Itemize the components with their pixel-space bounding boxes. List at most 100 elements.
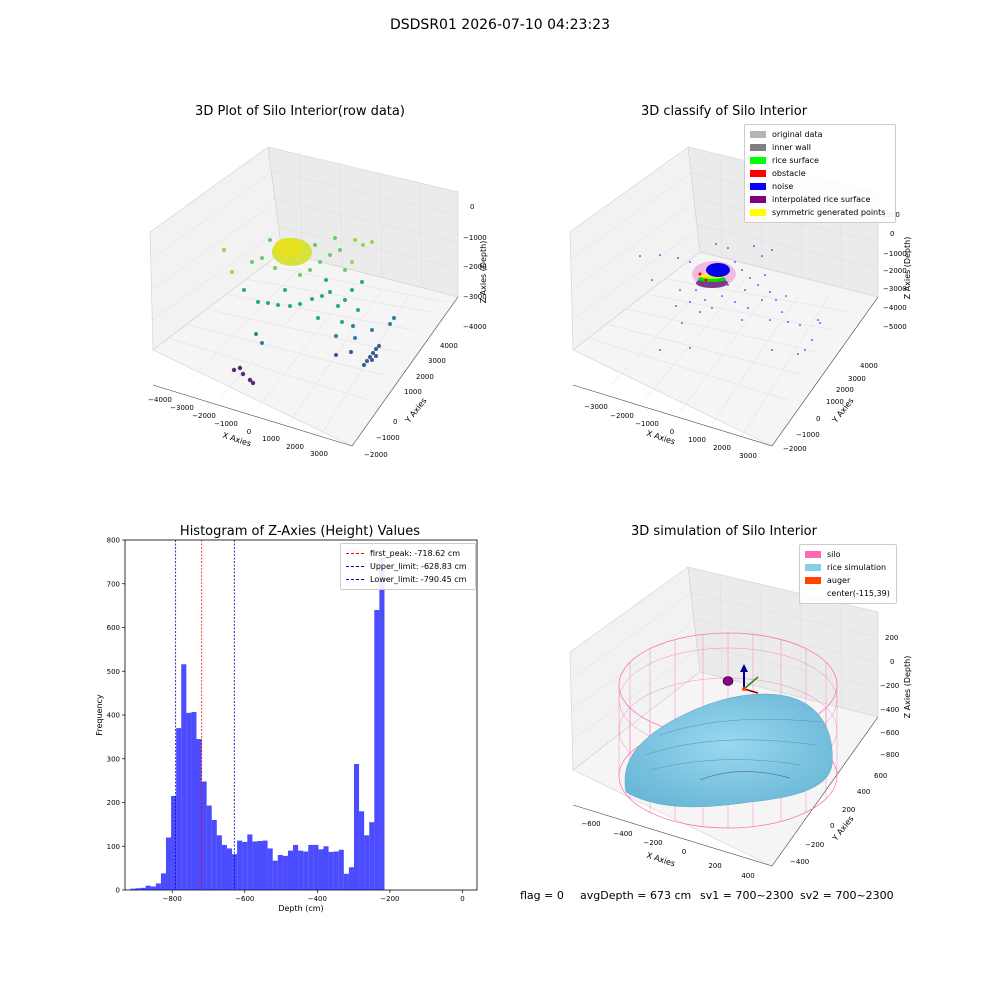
legend-label: rice surface xyxy=(772,156,819,165)
histogram-bar xyxy=(247,834,253,890)
histogram-ytick-label: 100 xyxy=(107,843,120,851)
histogram-legend: first_peak: -718.62 cm Upper_limit: -628… xyxy=(340,543,476,590)
raw-xtick: 1000 xyxy=(262,435,280,443)
histogram-bar xyxy=(135,888,141,890)
classify-ztick: −3000 xyxy=(883,285,907,293)
legend-label: inner wall xyxy=(772,143,812,152)
classify-ztick: −1000 xyxy=(883,250,907,258)
classify-ytick: 0 xyxy=(816,415,820,423)
raw-xtick: 0 xyxy=(247,428,251,436)
raw-ztick: 0 xyxy=(470,203,474,211)
classify-ztick: −4000 xyxy=(883,304,907,312)
footer-flag: flag = 0 xyxy=(520,889,564,902)
simulation-ytick: 200 xyxy=(842,806,855,814)
classify-xtick: 0 xyxy=(670,428,674,436)
raw-xtick: 3000 xyxy=(310,450,328,458)
histogram-bar xyxy=(226,848,233,890)
classify-ytick: −1000 xyxy=(796,431,820,439)
classify-ytick: 2000 xyxy=(836,386,854,394)
legend-item: noise xyxy=(750,180,890,193)
classify-ytick: −2000 xyxy=(783,445,807,453)
raw-ztick: −1000 xyxy=(463,234,487,242)
legend-item: obstacle xyxy=(750,167,890,180)
histogram-bar xyxy=(155,883,161,890)
raw-panel-title: 3D Plot of Silo Interior(row data) xyxy=(195,104,405,119)
raw-ytick: −1000 xyxy=(376,434,400,442)
figure-title: DSDSR01 2026-07-10 04:23:23 xyxy=(389,17,610,33)
simulation-ytick: −400 xyxy=(790,858,809,866)
simulation-xtick: 400 xyxy=(741,872,754,880)
legend-item: rice surface xyxy=(750,154,890,167)
histogram-axes: −800 −600 −400 −200 0 0 100 200 300 400 500 600 700… xyxy=(95,537,478,913)
histogram-bar xyxy=(287,850,294,890)
legend-label: obstacle xyxy=(772,169,806,178)
legend-item: inner wall xyxy=(750,141,890,154)
histogram-ytick-label: 200 xyxy=(107,799,120,807)
histogram-xticks: −800 −600 −400 −200 0 xyxy=(163,890,465,903)
simulation-ytick: 600 xyxy=(874,772,887,780)
histogram-bar xyxy=(267,848,273,890)
classify-scatter-points xyxy=(639,243,821,355)
classify-ytick: 1000 xyxy=(826,398,844,406)
histogram-bar xyxy=(237,840,243,890)
legend-item: silo xyxy=(805,548,891,561)
simulation-xtick: −200 xyxy=(643,839,662,847)
legend-swatch xyxy=(750,196,766,203)
classify-legend: original data inner wall rice surface ob… xyxy=(744,124,896,223)
legend-label: auger xyxy=(827,576,851,585)
classify-ytick: 4000 xyxy=(860,362,878,370)
legend-label: original data xyxy=(772,130,823,139)
classify-panel-title: 3D classify of Silo Interior xyxy=(640,104,808,119)
simulation-zlabel: Z Axies (Depth) xyxy=(903,656,912,719)
histogram-ytick-label: 400 xyxy=(107,712,120,720)
raw-ztick: −3000 xyxy=(463,293,487,301)
simulation-ytick: −200 xyxy=(805,841,824,849)
histogram-bar xyxy=(171,795,177,890)
legend-swatch xyxy=(805,590,821,597)
legend-label: symmetric generated points xyxy=(772,208,886,217)
legend-label: center(-115,39) xyxy=(827,589,890,598)
histogram-bar xyxy=(374,610,380,890)
histogram-bar xyxy=(348,867,354,890)
raw-ztick: −4000 xyxy=(463,323,487,331)
legend-label: silo xyxy=(827,550,841,559)
histogram-bar xyxy=(257,841,263,890)
raw-xtick: −1000 xyxy=(214,420,238,428)
raw-3d-axes xyxy=(149,146,459,447)
legend-label: noise xyxy=(772,182,794,191)
simulation-ztick: −800 xyxy=(880,751,899,759)
histogram-bar xyxy=(293,844,299,890)
legend-line xyxy=(346,553,364,554)
histogram-bar xyxy=(318,849,324,890)
legend-swatch xyxy=(750,157,766,164)
histogram-bar xyxy=(181,664,187,890)
legend-label: first_peak: -718.62 cm xyxy=(370,549,461,558)
classify-ztick: 0 xyxy=(890,230,894,238)
simulation-ztick: −600 xyxy=(880,729,899,737)
legend-item: first_peak: -718.62 cm xyxy=(346,547,470,560)
classify-ztick: −2000 xyxy=(883,267,907,275)
histogram-bar xyxy=(140,887,146,890)
histogram-bar xyxy=(328,851,334,890)
histogram-xtick-label: 0 xyxy=(460,895,464,903)
legend-item: rice simulation xyxy=(805,561,891,574)
simulation-xtick: −600 xyxy=(581,820,600,828)
footer-avg-depth: avgDepth = 673 cm xyxy=(580,889,692,902)
simulation-xtick: −400 xyxy=(613,830,632,838)
simulation-ztick: −400 xyxy=(880,706,899,714)
histogram-bar xyxy=(201,781,207,890)
histogram-bar xyxy=(166,837,172,890)
histogram-bar xyxy=(308,844,314,890)
raw-ztick: −2000 xyxy=(463,263,487,271)
histogram-bar xyxy=(221,844,227,890)
histogram-bar xyxy=(242,841,248,890)
classify-xtick: −3000 xyxy=(584,403,608,411)
histogram-bar xyxy=(343,873,349,890)
legend-item: center(-115,39) xyxy=(805,587,891,600)
legend-line xyxy=(346,566,364,567)
histogram-bar xyxy=(282,855,288,890)
simulation-ztick: −200 xyxy=(880,682,899,690)
histogram-bar xyxy=(191,711,197,890)
legend-label: Lower_limit: -790.45 cm xyxy=(370,575,467,584)
raw-xtick: −4000 xyxy=(148,396,172,404)
